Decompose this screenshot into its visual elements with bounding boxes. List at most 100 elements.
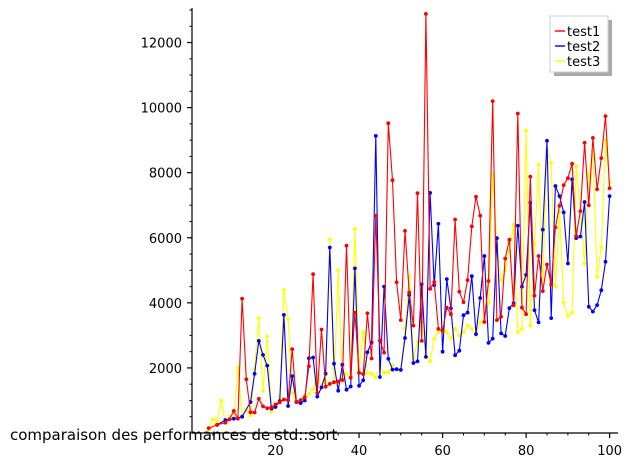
data-point-test2 bbox=[394, 367, 399, 372]
legend-label-test3: test3 bbox=[567, 55, 600, 70]
data-point-test3 bbox=[532, 242, 537, 247]
data-point-test2 bbox=[273, 405, 278, 409]
data-point-test1 bbox=[256, 396, 261, 401]
data-point-test2 bbox=[453, 353, 457, 358]
y-tick-label: 10000 bbox=[141, 102, 182, 117]
data-point-test2 bbox=[398, 368, 403, 372]
data-point-test3 bbox=[327, 237, 332, 242]
data-point-test2 bbox=[532, 308, 537, 313]
data-point-test3 bbox=[428, 359, 432, 364]
data-point-test1 bbox=[265, 406, 270, 411]
data-point-test1 bbox=[557, 204, 562, 208]
data-point-test1 bbox=[311, 272, 315, 277]
data-point-test2 bbox=[365, 350, 370, 355]
data-point-test1 bbox=[461, 300, 466, 305]
data-point-test2 bbox=[444, 277, 449, 281]
data-point-test1 bbox=[319, 327, 324, 332]
data-point-test2 bbox=[256, 339, 261, 343]
data-point-test3 bbox=[311, 387, 315, 391]
data-point-test3 bbox=[265, 334, 270, 339]
data-point-test1 bbox=[336, 379, 341, 384]
data-point-test1 bbox=[248, 410, 253, 415]
data-point-test1 bbox=[240, 296, 245, 301]
data-point-test3 bbox=[290, 391, 295, 396]
data-point-test2 bbox=[332, 361, 336, 366]
data-point-test2 bbox=[482, 254, 487, 258]
data-point-test2 bbox=[490, 336, 495, 341]
data-point-test2 bbox=[357, 383, 361, 388]
data-point-test3 bbox=[444, 330, 449, 334]
data-point-test3 bbox=[353, 227, 357, 231]
y-tick-label: 8000 bbox=[149, 167, 182, 182]
data-point-test3 bbox=[286, 317, 290, 321]
data-point-test3 bbox=[536, 162, 541, 167]
data-point-test2 bbox=[378, 375, 382, 379]
data-point-test1 bbox=[332, 380, 336, 385]
data-point-test2 bbox=[469, 274, 474, 279]
data-point-test2 bbox=[231, 416, 236, 421]
data-point-test1 bbox=[453, 217, 457, 222]
data-point-test3 bbox=[256, 316, 261, 320]
data-point-test1 bbox=[524, 312, 528, 317]
data-point-test2 bbox=[424, 355, 428, 359]
data-point-test1 bbox=[403, 229, 407, 233]
data-point-test3 bbox=[499, 278, 503, 282]
data-point-test1 bbox=[495, 318, 499, 322]
data-point-test3 bbox=[465, 323, 470, 328]
data-point-test1 bbox=[282, 397, 286, 402]
data-point-test1 bbox=[286, 398, 290, 402]
data-point-test3 bbox=[549, 161, 554, 165]
data-point-test1 bbox=[323, 384, 328, 389]
data-point-test1 bbox=[340, 378, 345, 382]
data-point-test1 bbox=[394, 280, 399, 285]
data-point-test2 bbox=[465, 310, 470, 315]
data-point-test1 bbox=[411, 323, 416, 328]
data-point-test1 bbox=[261, 404, 265, 409]
data-point-test2 bbox=[252, 371, 257, 376]
data-point-test1 bbox=[424, 12, 428, 16]
data-point-test3 bbox=[478, 320, 483, 325]
data-point-test3 bbox=[511, 222, 516, 227]
data-point-test1 bbox=[390, 178, 395, 183]
data-point-test2 bbox=[561, 210, 566, 215]
data-point-test3 bbox=[469, 327, 474, 331]
data-point-test2 bbox=[515, 223, 520, 228]
data-point-test3 bbox=[515, 330, 520, 334]
data-point-test2 bbox=[403, 336, 407, 340]
data-point-test2 bbox=[286, 404, 290, 408]
data-point-test2 bbox=[486, 341, 491, 345]
series-layer bbox=[206, 12, 612, 432]
x-tick-label: 100 bbox=[597, 444, 622, 459]
data-point-test3 bbox=[570, 310, 574, 315]
data-point-test3 bbox=[373, 375, 378, 380]
data-point-test1 bbox=[294, 399, 299, 404]
data-point-test1 bbox=[373, 213, 378, 218]
data-point-test1 bbox=[444, 305, 449, 310]
data-point-test3 bbox=[449, 336, 453, 341]
data-point-test1 bbox=[566, 176, 570, 181]
data-point-test1 bbox=[290, 347, 295, 351]
data-point-test1 bbox=[549, 282, 554, 287]
data-point-test1 bbox=[315, 391, 320, 395]
data-point-test1 bbox=[553, 225, 558, 230]
data-point-test1 bbox=[511, 303, 516, 308]
data-point-test3 bbox=[586, 174, 591, 178]
data-point-test1 bbox=[599, 156, 604, 161]
data-point-test2 bbox=[348, 384, 353, 389]
data-point-test1 bbox=[428, 287, 432, 291]
data-point-test1 bbox=[482, 320, 487, 324]
chart-title: comparaison des performances de std::sor… bbox=[10, 426, 338, 444]
data-point-test1 bbox=[307, 364, 311, 369]
data-point-test3 bbox=[261, 388, 265, 393]
data-point-test1 bbox=[361, 372, 366, 376]
data-point-test1 bbox=[436, 327, 441, 331]
data-point-test1 bbox=[407, 290, 412, 295]
data-point-test2 bbox=[474, 332, 478, 336]
data-point-test3 bbox=[553, 284, 558, 289]
data-point-test2 bbox=[353, 266, 357, 271]
data-point-test1 bbox=[503, 256, 508, 261]
data-point-test2 bbox=[302, 398, 307, 403]
data-point-test3 bbox=[382, 370, 386, 375]
ticks-layer: 2000 4000 6000 8000 10000 12000 20 40 60 80 100 bbox=[141, 9, 622, 459]
